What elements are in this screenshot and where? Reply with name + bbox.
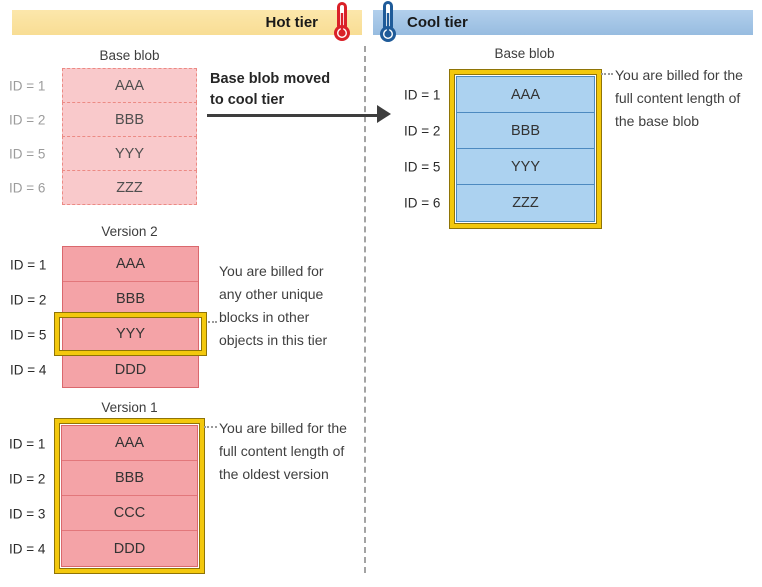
block-row: ID = 4 DDD bbox=[9, 531, 197, 566]
block-cell: BBB bbox=[62, 461, 197, 496]
block-cell: YYY bbox=[55, 313, 206, 355]
block-row: ID = 2 BBB bbox=[10, 282, 198, 317]
version1-table: ID = 1 AAA ID = 2 BBB ID = 3 bbox=[9, 425, 198, 567]
block-row: ID = 1 AAA bbox=[9, 68, 197, 103]
base-blob-cool-annotation: You are billed for the full content leng… bbox=[615, 67, 743, 129]
block-cell: DDD bbox=[63, 352, 198, 387]
version1-title: Version 1 bbox=[101, 400, 158, 415]
block-id-label: ID = 4 bbox=[9, 541, 46, 556]
block-value: CCC bbox=[113, 505, 146, 521]
block-cell: DDD bbox=[62, 531, 197, 566]
block-row: ID = 4 DDD bbox=[10, 352, 198, 387]
block-row: ID = 6 ZZZ bbox=[404, 185, 594, 221]
block-id-label: ID = 5 bbox=[404, 159, 441, 175]
block-value: AAA bbox=[115, 256, 145, 272]
block-value: ZZZ bbox=[116, 179, 143, 196]
block-id-label: ID = 5 bbox=[10, 327, 47, 342]
block-value: BBB bbox=[510, 122, 540, 139]
block-row: ID = 2 BBB bbox=[9, 461, 197, 496]
block-id-label: ID = 4 bbox=[10, 362, 47, 377]
block-cell: AAA bbox=[63, 247, 198, 282]
version1-annotation: You are billed for the full content leng… bbox=[219, 420, 347, 482]
block-cell: AAA bbox=[62, 426, 197, 461]
block-value: DDD bbox=[114, 361, 147, 378]
thermometer-hot-icon bbox=[330, 2, 354, 47]
block-id-label: ID = 6 bbox=[9, 180, 46, 195]
block-cell: BBB bbox=[457, 113, 594, 149]
version2-title: Version 2 bbox=[101, 224, 158, 239]
block-value: ZZZ bbox=[512, 195, 539, 211]
block-value: YYY bbox=[510, 158, 540, 175]
block-cell: YYY bbox=[62, 136, 197, 171]
block-value: YYY bbox=[115, 326, 145, 342]
annotation-connector-cool bbox=[601, 73, 613, 75]
block-value: AAA bbox=[510, 86, 540, 103]
block-id-label: ID = 1 bbox=[10, 257, 47, 272]
block-row: ID = 6 ZZZ bbox=[9, 170, 197, 205]
block-value: BBB bbox=[115, 291, 145, 307]
block-id-label: ID = 3 bbox=[9, 506, 46, 521]
block-value: AAA bbox=[114, 435, 144, 451]
thermometer-cool-icon bbox=[376, 1, 400, 48]
block-row: ID = 5 YYY bbox=[404, 149, 594, 185]
block-id-label: ID = 5 bbox=[9, 146, 46, 161]
block-cell: ZZZ bbox=[457, 185, 594, 221]
hot-tier-label: Hot tier bbox=[265, 14, 319, 31]
base-blob-cool-table: ID = 1 AAA ID = 2 BBB ID = 5 bbox=[404, 76, 595, 222]
block-row: ID = 1 AAA bbox=[404, 77, 594, 113]
base-blob-hot-title: Base blob bbox=[99, 48, 160, 63]
block-cell: CCC bbox=[62, 496, 197, 531]
block-id-label: ID = 1 bbox=[404, 87, 441, 103]
block-row: ID = 1 AAA bbox=[10, 247, 198, 282]
block-row: ID = 2 BBB bbox=[9, 102, 197, 137]
move-arrow-head bbox=[377, 105, 391, 123]
base-blob-hot-table: ID = 1 AAA ID = 2 BBB ID = 5 YYY bbox=[9, 68, 197, 205]
block-row: ID = 1 AAA bbox=[9, 426, 197, 461]
cool-tier-label: Cool tier bbox=[407, 14, 468, 31]
block-cell: BBB bbox=[62, 102, 197, 137]
base-blob-cool-billing-highlight: ID = 1 AAA ID = 2 BBB ID = 5 bbox=[404, 70, 601, 228]
block-id-label: ID = 2 bbox=[10, 292, 47, 307]
block-id-label: ID = 6 bbox=[404, 195, 441, 211]
block-id-label: ID = 1 bbox=[9, 78, 46, 93]
block-id-label: ID = 1 bbox=[9, 436, 46, 451]
version1-billing-highlight: ID = 1 AAA ID = 2 BBB ID = 3 bbox=[9, 419, 204, 573]
block-value: YYY bbox=[114, 145, 144, 162]
tier-separator-line bbox=[364, 46, 366, 573]
annotation-connector-version1 bbox=[204, 426, 217, 428]
block-row: ID = 5 YYY bbox=[9, 136, 197, 171]
block-cell: BBB bbox=[63, 282, 198, 317]
block-cell: ZZZ bbox=[62, 170, 197, 205]
block-value: BBB bbox=[114, 470, 144, 486]
block-cell: AAA bbox=[457, 77, 594, 113]
base-blob-cool-title: Base blob bbox=[494, 46, 555, 61]
hot-tier-header: Hot tier bbox=[12, 2, 362, 41]
block-value: DDD bbox=[113, 540, 146, 557]
cool-tier-header: Cool tier bbox=[373, 1, 753, 42]
block-value: BBB bbox=[114, 111, 144, 128]
block-row: ID = 5 YYY bbox=[10, 313, 206, 355]
block-cell: YYY bbox=[457, 149, 594, 185]
block-id-label: ID = 2 bbox=[9, 471, 46, 486]
version2-annotation: You are billed for any other unique bloc… bbox=[219, 263, 328, 348]
block-id-label: ID = 2 bbox=[9, 112, 46, 127]
block-row: ID = 3 CCC bbox=[9, 496, 197, 531]
block-id-label: ID = 2 bbox=[404, 123, 441, 139]
annotation-connector-version2 bbox=[205, 321, 217, 323]
block-cell: AAA bbox=[62, 68, 197, 103]
block-row: ID = 2 BBB bbox=[404, 113, 594, 149]
move-note: Base blob moved to cool tier bbox=[210, 71, 331, 108]
move-arrow-line bbox=[207, 114, 379, 117]
version2-table: ID = 1 AAA ID = 2 BBB ID = 5 YYY bbox=[10, 246, 206, 388]
block-value: AAA bbox=[114, 77, 144, 94]
